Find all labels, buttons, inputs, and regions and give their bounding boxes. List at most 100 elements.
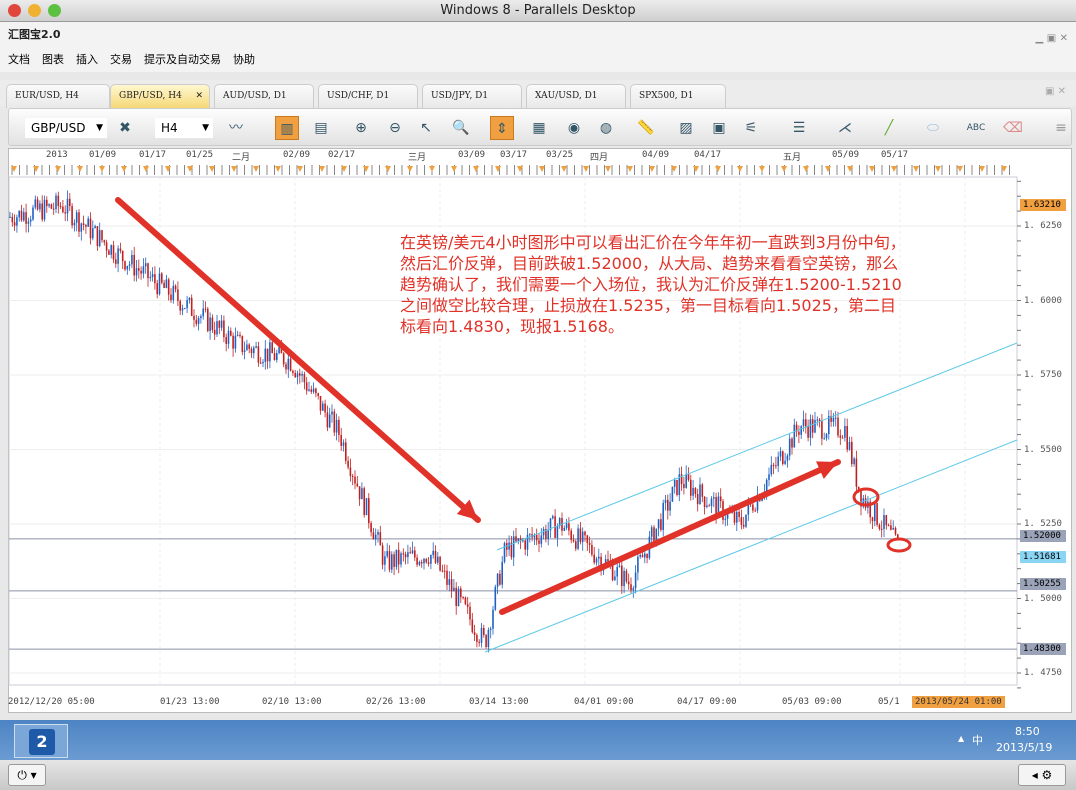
analysis-annotation: 在英镑/美元4小时图形中可以看出汇价在今年年初一直跌到3月份中旬，然后汇价反弹，… (400, 233, 906, 336)
clock-time[interactable]: 8:50 (1015, 725, 1040, 738)
candle-body (726, 511, 729, 519)
candle-body (671, 486, 674, 502)
power-button[interactable]: ⏻ ▾ (8, 764, 46, 786)
tab-usdjpy[interactable]: USD/JPY, D1 (422, 84, 522, 108)
candle-body (184, 308, 186, 310)
tab-usdchf[interactable]: USD/CHF, D1 (318, 84, 418, 108)
price-level-badge: 1.50255 (1020, 577, 1066, 590)
eraser-icon[interactable]: ⌫ (1003, 120, 1023, 136)
candle-body (800, 426, 802, 435)
fan-icon[interactable]: ⋌ (838, 120, 852, 136)
candle-body (621, 565, 623, 587)
ime-indicator[interactable]: 中 (972, 734, 983, 747)
candle-body (13, 222, 16, 226)
lines-icon[interactable]: ☰ (792, 120, 806, 136)
symbol-select[interactable]: GBP/USD ▼ (25, 118, 107, 138)
menu-file[interactable]: 文档 (8, 53, 30, 66)
candle-body (655, 528, 658, 544)
candle-body (223, 320, 225, 338)
session-marker (55, 166, 61, 172)
candle-body (407, 552, 409, 558)
candle-body (165, 279, 168, 288)
candle-body (411, 550, 414, 554)
menu-help[interactable]: 协助 (233, 53, 255, 66)
tray-expand-icon[interactable]: ▲ (958, 734, 965, 743)
candle-body (476, 635, 478, 642)
candle-body (147, 263, 149, 279)
candle-body (269, 342, 271, 362)
menu-alerts[interactable]: 提示及自动交易 (144, 53, 221, 66)
candle-body (308, 389, 310, 391)
trendline-icon[interactable]: ╱ (884, 120, 894, 136)
candle-body (204, 308, 207, 310)
screenshot-icon[interactable]: ▣ (712, 120, 726, 136)
zoom-window-button[interactable] (48, 4, 61, 17)
image-icon[interactable]: ▨ (679, 120, 693, 136)
ruler-icon[interactable]: 📏 (637, 120, 655, 136)
price-level-badge: 1.63210 (1020, 198, 1066, 211)
candle-body (338, 419, 340, 436)
candle-body (434, 550, 437, 563)
candle-body (39, 203, 41, 210)
tab-eurusd[interactable]: EUR/USD, H4 (6, 84, 110, 108)
app-taskbar-button[interactable]: 2 (14, 724, 68, 758)
candle-body (177, 289, 179, 301)
candle-body (282, 353, 285, 365)
settings-button[interactable]: ◂ ⚙ (1018, 764, 1066, 786)
toolbar-overflow-icon[interactable]: ≡ (1055, 120, 1067, 136)
candle-body (126, 265, 129, 270)
timeframe-select[interactable]: H4 ▼ (155, 118, 213, 138)
menu-chart[interactable]: 图表 (42, 53, 64, 66)
candle-body (32, 207, 34, 220)
autoscroll-icon[interactable]: ⇕ (490, 116, 514, 140)
zoom-in-icon[interactable]: ⊕ (355, 120, 367, 136)
candle-body (365, 498, 368, 515)
minimize-window-button[interactable] (28, 4, 41, 17)
candle-body (259, 362, 262, 364)
price-chart[interactable] (0, 0, 1076, 720)
fibonacci-icon[interactable]: ⚟ (744, 120, 758, 136)
remove-indicator-icon[interactable]: ✖ (119, 120, 131, 136)
candle-body (503, 543, 506, 562)
cursor-icon[interactable]: ↖ (420, 120, 432, 136)
candle-body (894, 528, 897, 535)
price-level-badge: 1.51681 (1020, 551, 1066, 564)
tab-gbpusd[interactable]: GBP/USD, H4 ✕ (110, 84, 210, 108)
close-tab-icon[interactable]: ✕ (195, 91, 203, 101)
candle-body (149, 277, 152, 279)
candle-body (568, 523, 570, 531)
clock-date[interactable]: 2013/5/19 (996, 741, 1053, 754)
magnify-icon[interactable]: 🔍 (452, 120, 470, 136)
menu-insert[interactable]: 插入 (76, 53, 98, 66)
ellipse-icon[interactable]: ⬭ (927, 120, 939, 136)
candle-body (112, 245, 115, 260)
candle-body (243, 350, 246, 352)
candle-chart-icon[interactable]: ▥ (275, 116, 299, 140)
tab-xauusd[interactable]: XAU/USD, D1 (526, 84, 626, 108)
globe-icon[interactable]: ◍ (599, 120, 613, 136)
window-controls[interactable]: ▁ ▣ ✕ (1035, 33, 1068, 44)
candle-body (745, 514, 747, 527)
bar-chart-icon[interactable]: ▤ (314, 120, 328, 136)
candle-body (685, 473, 687, 488)
zoom-out-icon[interactable]: ⊖ (389, 120, 401, 136)
tab-spx500[interactable]: SPX500, D1 (630, 84, 726, 108)
tabs-window-controls[interactable]: ▣ ✕ (1044, 86, 1066, 97)
candle-body (151, 274, 154, 278)
candle-body (315, 388, 317, 394)
candle-body (241, 335, 244, 352)
time-axis-label: 04/01 09:00 (574, 697, 634, 707)
candle-body (736, 511, 738, 523)
candle-body (101, 230, 103, 241)
close-window-button[interactable] (8, 4, 21, 17)
eye-icon[interactable]: ◉ (567, 120, 581, 136)
tab-audusd[interactable]: AUD/USD, D1 (214, 84, 314, 108)
template-icon[interactable]: ▦ (532, 120, 546, 136)
window-title: Windows 8 - Parallels Desktop (440, 3, 636, 18)
downtrend-arrow (115, 197, 481, 523)
menu-trade[interactable]: 交易 (110, 53, 132, 66)
text-icon[interactable]: ABC (966, 123, 986, 133)
candle-body (225, 337, 227, 344)
line-chart-icon[interactable]: 〰 (229, 120, 243, 136)
candle-body (535, 534, 538, 541)
